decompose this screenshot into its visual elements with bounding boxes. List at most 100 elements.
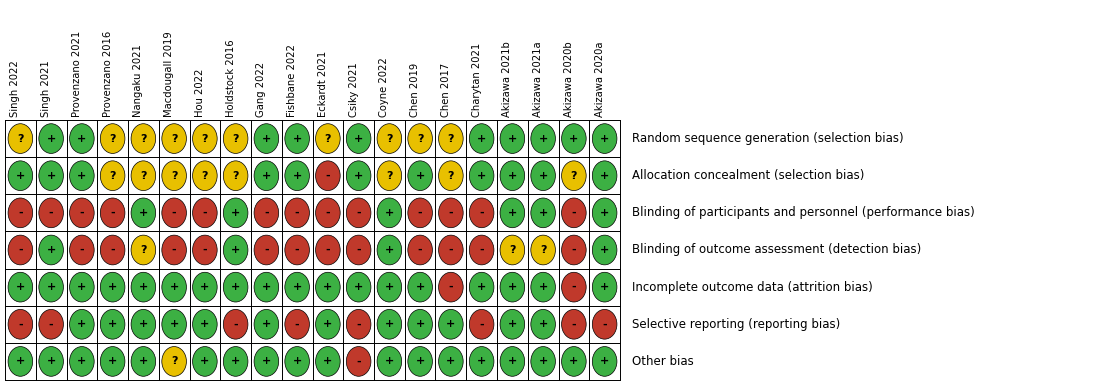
Text: -: - [571, 245, 576, 255]
Text: ?: ? [110, 133, 115, 144]
Ellipse shape [377, 198, 402, 228]
Text: -: - [326, 208, 330, 218]
Text: Eckardt 2021: Eckardt 2021 [318, 51, 328, 117]
Text: ?: ? [448, 171, 454, 181]
Ellipse shape [531, 124, 556, 153]
Text: +: + [262, 319, 271, 329]
Bar [343, 306, 374, 343]
Text: -: - [264, 208, 269, 218]
Ellipse shape [131, 198, 156, 228]
Ellipse shape [561, 346, 586, 376]
Text: -: - [18, 208, 22, 218]
Bar [97, 268, 128, 306]
Bar [36, 268, 66, 306]
Bar [159, 194, 189, 231]
Ellipse shape [101, 272, 125, 302]
Bar [466, 268, 497, 306]
Bar [374, 157, 404, 194]
Bar [528, 268, 559, 306]
Bar [128, 343, 159, 380]
Bar [374, 306, 404, 343]
Ellipse shape [8, 309, 32, 339]
Bar [159, 157, 189, 194]
Bar [66, 194, 97, 231]
Ellipse shape [592, 309, 617, 339]
Bar [589, 194, 620, 231]
Text: -: - [603, 319, 607, 329]
Text: +: + [324, 357, 333, 366]
Ellipse shape [131, 124, 156, 153]
Text: -: - [356, 245, 361, 255]
Bar [436, 231, 466, 268]
Text: Singh 2022: Singh 2022 [10, 60, 20, 117]
Bar [559, 157, 589, 194]
Text: -: - [18, 319, 22, 329]
Ellipse shape [408, 272, 432, 302]
Text: ?: ? [417, 133, 423, 144]
Text: +: + [477, 133, 486, 144]
Bar [343, 268, 374, 306]
Bar [97, 343, 128, 380]
Text: -: - [418, 245, 422, 255]
Ellipse shape [69, 272, 94, 302]
Ellipse shape [346, 346, 371, 376]
Ellipse shape [316, 235, 340, 265]
Text: +: + [416, 171, 424, 181]
Bar [251, 120, 282, 157]
Ellipse shape [561, 124, 586, 153]
Bar [282, 306, 312, 343]
Ellipse shape [592, 124, 617, 153]
Bar [374, 120, 404, 157]
Bar [66, 157, 97, 194]
Ellipse shape [439, 161, 464, 191]
Ellipse shape [161, 124, 186, 153]
Bar [159, 268, 189, 306]
Ellipse shape [377, 346, 402, 376]
Ellipse shape [284, 309, 309, 339]
Ellipse shape [131, 235, 156, 265]
Text: +: + [231, 208, 241, 218]
Text: +: + [507, 133, 517, 144]
Text: Akizawa 2021b: Akizawa 2021b [503, 41, 512, 117]
Text: +: + [477, 171, 486, 181]
Text: +: + [16, 357, 25, 366]
Text: ?: ? [570, 171, 577, 181]
Bar [36, 157, 66, 194]
Ellipse shape [223, 309, 248, 339]
Bar [559, 231, 589, 268]
Ellipse shape [193, 161, 217, 191]
Text: +: + [169, 319, 179, 329]
Ellipse shape [101, 235, 125, 265]
Text: +: + [446, 319, 456, 329]
Ellipse shape [377, 309, 402, 339]
Text: +: + [231, 245, 241, 255]
Text: +: + [385, 282, 394, 292]
Bar [466, 343, 497, 380]
Ellipse shape [254, 309, 279, 339]
Bar [66, 343, 97, 380]
Text: +: + [385, 357, 394, 366]
Text: -: - [449, 208, 454, 218]
Bar [312, 306, 343, 343]
Ellipse shape [284, 161, 309, 191]
Ellipse shape [531, 235, 556, 265]
Ellipse shape [254, 346, 279, 376]
Text: +: + [139, 319, 148, 329]
Text: -: - [171, 245, 177, 255]
Ellipse shape [377, 161, 402, 191]
Ellipse shape [316, 272, 340, 302]
Text: +: + [262, 133, 271, 144]
Text: +: + [231, 357, 241, 366]
Bar [159, 120, 189, 157]
Ellipse shape [469, 309, 494, 339]
Bar [404, 231, 436, 268]
Text: -: - [449, 282, 454, 292]
Text: +: + [169, 282, 179, 292]
Ellipse shape [69, 124, 94, 153]
Text: +: + [77, 171, 86, 181]
Text: ?: ? [448, 133, 454, 144]
Text: +: + [200, 357, 209, 366]
Bar [497, 306, 528, 343]
Ellipse shape [101, 161, 125, 191]
Bar [251, 157, 282, 194]
